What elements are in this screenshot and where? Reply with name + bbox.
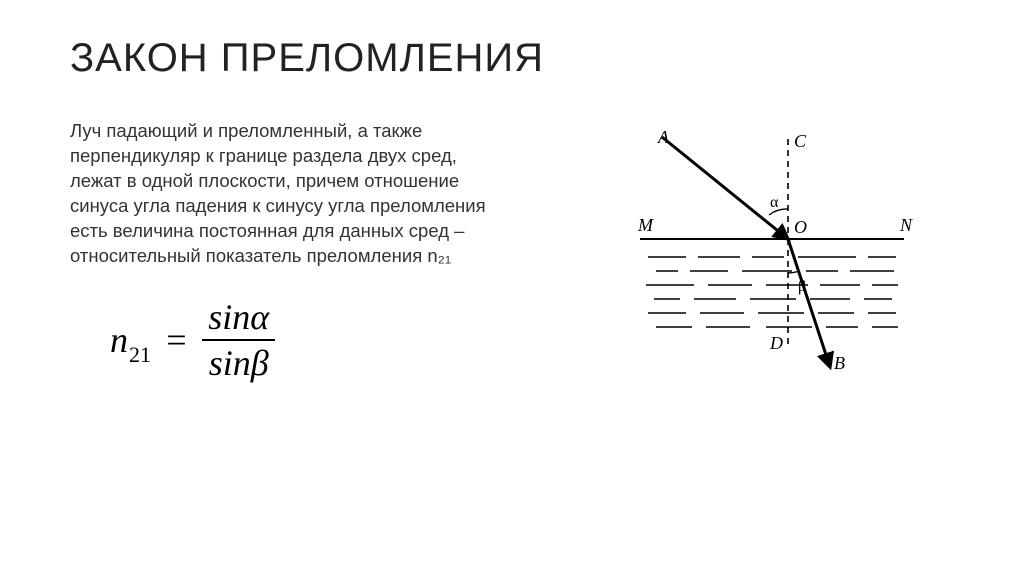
slide-title: ЗАКОН ПРЕЛОМЛЕНИЯ — [70, 36, 964, 81]
svg-text:A: A — [657, 127, 670, 147]
content-row: Луч падающий и преломленный, а также пер… — [70, 119, 964, 385]
refraction-diagram: A C M N O D Bα β — [620, 119, 920, 379]
right-column: A C M N O D Bα β — [500, 119, 964, 384]
svg-text:B: B — [834, 353, 845, 373]
formula-eq: = — [164, 319, 188, 361]
formula-numerator: sinα — [202, 295, 275, 339]
left-column: Луч падающий и преломленный, а также пер… — [70, 119, 500, 385]
svg-text:N: N — [899, 215, 913, 235]
slide: ЗАКОН ПРЕЛОМЛЕНИЯ Луч падающий и преломл… — [0, 0, 1024, 574]
svg-text:M: M — [637, 215, 654, 235]
formula-sub: 21 — [129, 342, 151, 368]
formula-fraction: sinα sinβ — [202, 295, 275, 385]
svg-text:C: C — [794, 131, 807, 151]
svg-text:O: O — [794, 217, 807, 237]
formula-lhs: n21 — [110, 319, 150, 361]
svg-text:β: β — [798, 278, 806, 295]
law-text: Луч падающий и преломленный, а также пер… — [70, 119, 500, 269]
svg-text:D: D — [769, 333, 783, 353]
svg-text:α: α — [770, 194, 779, 211]
formula-denominator: sinβ — [203, 341, 275, 385]
formula: n21 = sinα sinβ — [70, 295, 500, 385]
formula-n: n — [110, 319, 128, 361]
